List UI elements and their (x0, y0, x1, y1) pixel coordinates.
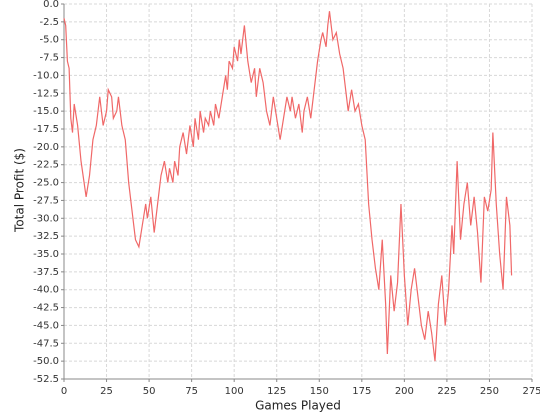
x-tick-label: 25 (100, 386, 113, 397)
x-tick-label: 175 (352, 386, 371, 397)
line (63, 11, 513, 362)
y-tick-label: -20.0 (33, 142, 59, 153)
y-tick-label: -50.0 (33, 356, 59, 367)
y-tick-label: -35.0 (33, 249, 59, 260)
y-tick-label: -17.5 (33, 124, 59, 135)
y-tick-label: -2.5 (39, 17, 59, 28)
x-tick-label: 125 (267, 386, 286, 397)
y-tick-label: -7.5 (39, 53, 59, 64)
x-tick-label: 100 (225, 386, 244, 397)
x-tick-label: 50 (143, 386, 156, 397)
x-tick-label: 225 (437, 386, 456, 397)
y-tick-label: -22.5 (33, 160, 59, 171)
x-tick-label: 250 (480, 386, 499, 397)
y-tick-label: -10.0 (33, 70, 59, 81)
x-axis-title: Games Played (255, 399, 341, 413)
y-tick-label: -45.0 (33, 320, 59, 331)
y-tick-label: -47.5 (33, 338, 59, 349)
y-tick-label: 0.0 (43, 0, 59, 10)
y-tick-label: -12.5 (33, 88, 59, 99)
y-tick-label: -27.5 (33, 195, 59, 206)
y-tick-label: -40.0 (33, 285, 59, 296)
y-tick-label: -32.5 (33, 231, 59, 242)
x-tick-label: 200 (395, 386, 414, 397)
y-tick-label: -52.5 (33, 374, 59, 385)
x-tick-label: 150 (310, 386, 329, 397)
x-tick-label: 75 (185, 386, 198, 397)
y-tick-label: -42.5 (33, 303, 59, 314)
y-axis-title: Total Profit ($) (13, 148, 27, 233)
y-tick-label: -5.0 (39, 35, 59, 46)
y-tick-label: -25.0 (33, 178, 59, 189)
y-tick-label: -37.5 (33, 267, 59, 278)
x-tick-label: 0 (61, 386, 67, 397)
y-tick-label: -15.0 (33, 106, 59, 117)
x-tick-label: 275 (522, 386, 540, 397)
y-tick-label: -30.0 (33, 213, 59, 224)
